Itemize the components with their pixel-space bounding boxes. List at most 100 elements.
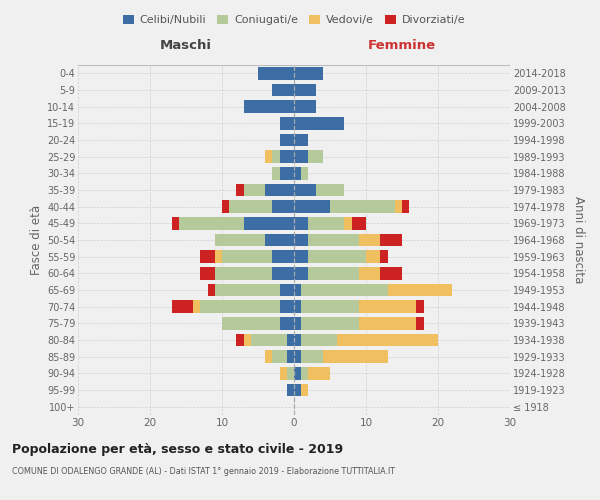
Bar <box>301 317 359 330</box>
Bar <box>294 200 330 213</box>
Bar <box>265 234 294 246</box>
Bar <box>308 367 330 380</box>
Bar <box>280 367 287 380</box>
Bar <box>280 150 294 163</box>
Bar <box>388 284 452 296</box>
Bar <box>280 317 294 330</box>
Bar <box>294 117 344 130</box>
Bar <box>200 250 215 263</box>
Text: Femmine: Femmine <box>368 38 436 52</box>
Bar <box>215 250 222 263</box>
Bar <box>416 300 424 313</box>
Bar <box>352 217 366 230</box>
Bar <box>294 100 316 113</box>
Bar <box>222 317 280 330</box>
Bar <box>280 167 294 179</box>
Bar <box>301 384 308 396</box>
Bar <box>294 150 308 163</box>
Bar <box>287 384 294 396</box>
Bar <box>294 250 308 263</box>
Bar <box>359 234 380 246</box>
Bar <box>222 250 272 263</box>
Bar <box>294 350 301 363</box>
Bar <box>294 234 308 246</box>
Bar <box>308 234 359 246</box>
Bar <box>330 200 395 213</box>
Text: COMUNE DI ODALENGO GRANDE (AL) - Dati ISTAT 1° gennaio 2019 - Elaborazione TUTTI: COMUNE DI ODALENGO GRANDE (AL) - Dati IS… <box>12 468 395 476</box>
Bar <box>215 267 272 280</box>
Bar <box>265 150 272 163</box>
Bar <box>294 84 316 96</box>
Bar <box>244 217 294 230</box>
Bar <box>272 167 280 179</box>
Bar <box>301 300 359 313</box>
Bar <box>287 334 294 346</box>
Bar <box>359 317 416 330</box>
Bar <box>301 167 308 179</box>
Bar <box>280 284 294 296</box>
Bar <box>359 300 416 313</box>
Bar <box>294 334 301 346</box>
Bar <box>294 300 301 313</box>
Bar <box>301 284 388 296</box>
Bar <box>172 300 193 313</box>
Bar <box>402 200 409 213</box>
Bar <box>294 217 308 230</box>
Bar <box>236 334 244 346</box>
Bar <box>294 284 301 296</box>
Bar <box>272 150 280 163</box>
Bar <box>294 67 323 80</box>
Bar <box>308 250 366 263</box>
Legend: Celibi/Nubili, Coniugati/e, Vedovi/e, Divorziati/e: Celibi/Nubili, Coniugati/e, Vedovi/e, Di… <box>118 10 470 30</box>
Bar <box>366 250 380 263</box>
Bar <box>236 184 244 196</box>
Text: Maschi: Maschi <box>160 38 212 52</box>
Bar <box>294 167 301 179</box>
Bar <box>380 250 388 263</box>
Bar <box>272 250 294 263</box>
Bar <box>294 184 316 196</box>
Bar <box>323 350 388 363</box>
Bar <box>265 184 294 196</box>
Bar <box>222 200 229 213</box>
Bar <box>294 317 301 330</box>
Bar <box>395 200 402 213</box>
Bar <box>308 150 323 163</box>
Bar <box>215 234 265 246</box>
Bar <box>316 184 344 196</box>
Bar <box>416 317 424 330</box>
Y-axis label: Fasce di età: Fasce di età <box>29 205 43 275</box>
Bar <box>280 300 294 313</box>
Bar <box>294 134 308 146</box>
Bar <box>294 367 301 380</box>
Bar <box>272 267 294 280</box>
Bar <box>272 84 294 96</box>
Bar <box>244 184 265 196</box>
Bar <box>215 284 280 296</box>
Bar <box>301 334 337 346</box>
Bar <box>193 300 200 313</box>
Bar <box>301 350 323 363</box>
Bar <box>244 334 251 346</box>
Bar <box>337 334 438 346</box>
Bar <box>251 334 287 346</box>
Bar <box>294 267 308 280</box>
Bar <box>179 217 244 230</box>
Bar <box>258 67 294 80</box>
Bar <box>380 234 402 246</box>
Bar <box>301 367 308 380</box>
Bar <box>280 134 294 146</box>
Bar <box>287 350 294 363</box>
Bar <box>308 217 344 230</box>
Bar <box>272 200 294 213</box>
Bar <box>287 367 294 380</box>
Bar <box>280 117 294 130</box>
Bar <box>344 217 352 230</box>
Bar <box>208 284 215 296</box>
Bar <box>272 350 287 363</box>
Bar <box>244 100 294 113</box>
Bar <box>200 300 280 313</box>
Bar <box>265 350 272 363</box>
Bar <box>200 267 215 280</box>
Y-axis label: Anni di nascita: Anni di nascita <box>572 196 585 284</box>
